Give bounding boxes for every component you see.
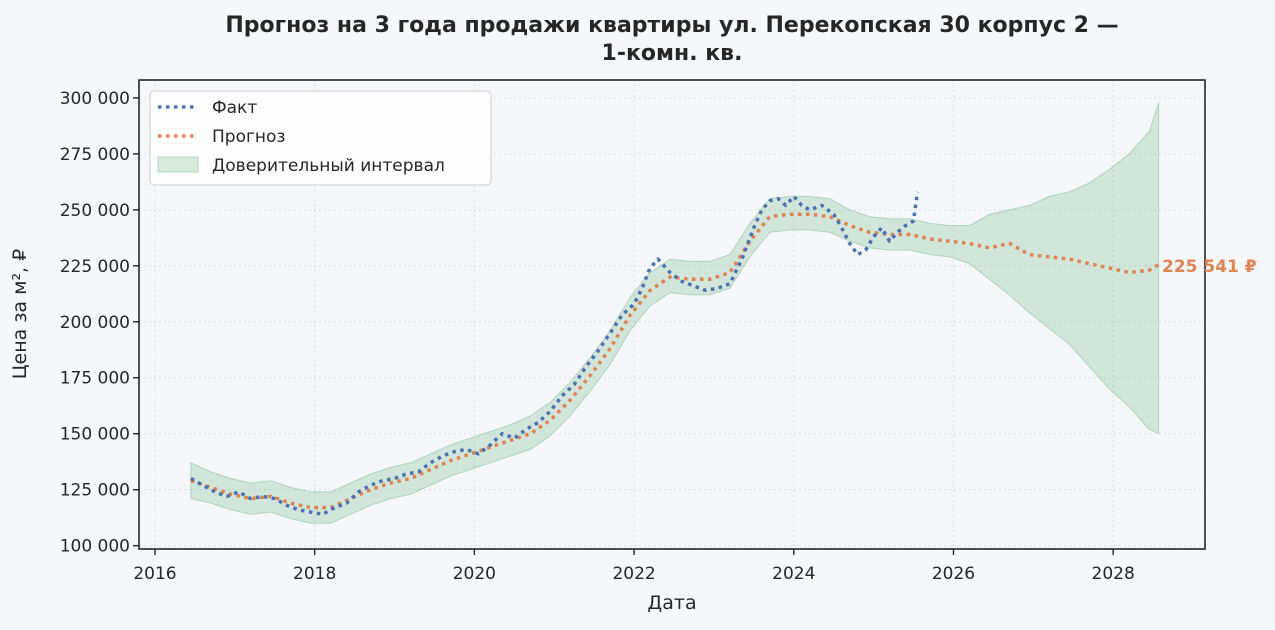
y-tick-label: 275 000 — [60, 145, 130, 165]
x-axis-ticks: 2016 2018 2020 2022 2024 2026 2028 — [133, 549, 1135, 584]
fact-line — [190, 191, 920, 517]
plot-frame — [138, 79, 1206, 550]
y-tick-label: 100 000 — [60, 537, 130, 557]
y-tick-label: 125 000 — [60, 481, 130, 501]
y-axis-ticks: 100 000 125 000 150 000 175 000 200 000 225 0… — [60, 89, 139, 557]
fact-series — [190, 191, 920, 517]
x-tick-label: 2026 — [932, 564, 975, 584]
x-axis-label: Дата — [647, 592, 696, 614]
x-tick-label: 2024 — [772, 564, 815, 584]
x-tick-label: 2020 — [453, 564, 496, 584]
legend-interval-label: Доверительный интервал — [212, 156, 445, 176]
y-tick-label: 200 000 — [60, 313, 130, 333]
legend-forecast-label: Прогноз — [212, 127, 285, 147]
y-tick-label: 300 000 — [60, 89, 130, 109]
chart-title-line-1: Прогноз на 3 года продажи квартиры ул. П… — [225, 13, 1118, 38]
y-tick-label: 175 000 — [60, 369, 130, 389]
forecast-end-value-label: 225 541 ₽ — [1162, 257, 1257, 277]
grid-lines — [139, 80, 1205, 549]
y-axis-label: Цена за м², ₽ — [9, 249, 31, 379]
confidence-interval-band — [190, 102, 1160, 524]
x-tick-label: 2022 — [612, 564, 655, 584]
legend: Факт Прогноз Доверительный интервал — [149, 90, 492, 186]
y-tick-label: 150 000 — [60, 425, 130, 445]
chart-title-line-2: 1-комн. кв. — [602, 41, 743, 66]
x-tick-label: 2016 — [133, 564, 176, 584]
legend-interval-swatch — [157, 156, 199, 173]
y-tick-label: 225 000 — [60, 257, 130, 277]
legend-box — [149, 90, 492, 186]
x-tick-label: 2018 — [293, 564, 336, 584]
y-tick-label: 250 000 — [60, 201, 130, 221]
legend-fact-label: Факт — [212, 98, 257, 118]
x-tick-label: 2028 — [1092, 564, 1135, 584]
confidence-band-layer — [190, 102, 1160, 524]
